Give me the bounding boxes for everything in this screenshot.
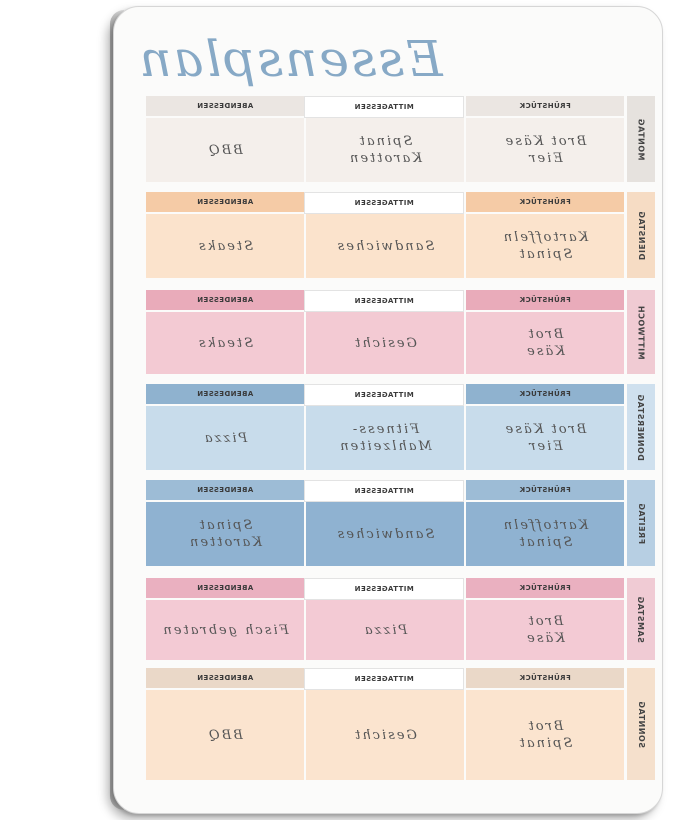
- header-breakfast: FRÜHSTÜCK: [466, 668, 624, 688]
- day-row-dienstag: DIENSTAG FRÜHSTÜCK Kartoffeln Spinat MITTAGE…: [0, 192, 680, 278]
- header-dinner: ABENDESSEN: [146, 668, 304, 688]
- day-row-freitag: FREITAG FRÜHSTÜCK Kartoffeln Spinat MITTAGES…: [0, 480, 680, 566]
- meal-text: Eier: [527, 151, 563, 166]
- day-label: SAMSTAG: [627, 578, 655, 660]
- day-row-samstag: SAMSTAG FRÜHSTÜCK Brot Käse MITTAGESSEN Pizza…: [0, 578, 680, 660]
- header-lunch: MITTAGESSEN: [304, 668, 464, 690]
- meal-text: Steaks: [196, 238, 254, 254]
- meal-text: BBQ: [207, 727, 243, 743]
- day-row-mittwoch: MITTWOCH FRÜHSTÜCK Brot Käse MITTAGESSEN Gesi…: [0, 290, 680, 374]
- meal-text: Spinat: [517, 247, 573, 262]
- meal-cell-dinner[interactable]: BBQ: [146, 690, 304, 780]
- meal-text: Brot: [526, 327, 564, 342]
- header-lunch: MITTAGESSEN: [304, 480, 464, 502]
- meal-text: Sandwiches: [335, 238, 435, 254]
- day-name: DONNERSTAG: [636, 393, 646, 461]
- meal-cell-breakfast[interactable]: Kartoffeln Spinat: [466, 502, 624, 566]
- meal-cell-lunch[interactable]: Spinat Karotten: [306, 118, 464, 182]
- header-dinner: ABENDESSEN: [146, 480, 304, 500]
- meal-text: Fitness-: [350, 422, 420, 437]
- header-breakfast: FRÜHSTÜCK: [466, 290, 624, 310]
- header-dinner: ABENDESSEN: [146, 192, 304, 212]
- day-name: MONTAG: [636, 117, 646, 161]
- meal-text: Brot: [526, 719, 564, 734]
- meal-cell-breakfast[interactable]: Brot Käse: [466, 600, 624, 660]
- day-name: SONNTAG: [636, 700, 646, 748]
- header-breakfast: FRÜHSTÜCK: [466, 192, 624, 212]
- meal-text: Mahlzeiten: [338, 439, 432, 454]
- meal-text: Pizza: [202, 430, 248, 446]
- day-label: MONTAG: [627, 96, 655, 182]
- meal-cell-breakfast[interactable]: Brot Spinat: [466, 690, 624, 780]
- header-lunch: MITTAGESSEN: [304, 290, 464, 312]
- meal-cell-dinner[interactable]: Steaks: [146, 214, 304, 278]
- header-breakfast: FRÜHSTÜCK: [466, 384, 624, 404]
- meal-cell-lunch[interactable]: Gesicht: [306, 690, 464, 780]
- meal-text: Fisch gebraten: [161, 622, 289, 638]
- day-label: MITTWOCH: [627, 290, 655, 374]
- meal-text: Spinat: [357, 134, 413, 149]
- meal-cell-dinner[interactable]: BBQ: [146, 118, 304, 182]
- day-name: MITTWOCH: [636, 304, 646, 360]
- meal-cell-lunch[interactable]: Sandwiches: [306, 214, 464, 278]
- meal-text: Käse: [525, 631, 565, 646]
- meal-text: Spinat: [517, 535, 573, 550]
- header-lunch: MITTAGESSEN: [304, 384, 464, 406]
- day-row-montag: MONTAG FRÜHSTÜCK Brot Käse Eier MITTAGESSEN S…: [0, 96, 680, 182]
- meal-text: Kartoffeln: [501, 518, 589, 533]
- header-dinner: ABENDESSEN: [146, 578, 304, 598]
- meal-cell-lunch[interactable]: Gesicht: [306, 312, 464, 374]
- header-breakfast: FRÜHSTÜCK: [466, 96, 624, 116]
- header-breakfast: FRÜHSTÜCK: [466, 578, 624, 598]
- day-name: DIENSTAG: [636, 210, 646, 260]
- header-lunch: MITTAGESSEN: [304, 96, 464, 118]
- meal-cell-breakfast[interactable]: Brot Käse Eier: [466, 406, 624, 470]
- day-row-donnerstag: DONNERSTAG FRÜHSTÜCK Brot Käse Eier MITTAGES…: [0, 384, 680, 470]
- header-lunch: MITTAGESSEN: [304, 578, 464, 600]
- meal-text: Spinat: [197, 518, 253, 533]
- meal-cell-breakfast[interactable]: Kartoffeln Spinat: [466, 214, 624, 278]
- meal-text: Käse: [525, 344, 565, 359]
- header-dinner: ABENDESSEN: [146, 96, 304, 116]
- meal-text: Brot Käse: [503, 134, 587, 149]
- meal-cell-breakfast[interactable]: Brot Käse Eier: [466, 118, 624, 182]
- meal-text: Steaks: [196, 335, 254, 351]
- meal-text: Brot: [526, 614, 564, 629]
- meal-cell-lunch[interactable]: Fitness- Mahlzeiten: [306, 406, 464, 470]
- day-label: SONNTAG: [627, 668, 655, 780]
- day-label: FREITAG: [627, 480, 655, 566]
- meal-cell-dinner[interactable]: Spinat Karotten: [146, 502, 304, 566]
- day-name: FREITAG: [636, 502, 646, 544]
- meal-cell-breakfast[interactable]: Brot Käse: [466, 312, 624, 374]
- meal-text: Kartoffeln: [501, 230, 589, 245]
- header-breakfast: FRÜHSTÜCK: [466, 480, 624, 500]
- day-label: DIENSTAG: [627, 192, 655, 278]
- meal-text: Gesicht: [353, 727, 417, 743]
- meal-cell-lunch[interactable]: Pizza: [306, 600, 464, 660]
- header-dinner: ABENDESSEN: [146, 290, 304, 310]
- meal-cell-dinner[interactable]: Steaks: [146, 312, 304, 374]
- meal-text: Pizza: [362, 622, 408, 638]
- day-row-sonntag: SONNTAG FRÜHSTÜCK Brot Spinat MITTAGESSEN Ges…: [0, 668, 680, 780]
- header-dinner: ABENDESSEN: [146, 384, 304, 404]
- day-name: SAMSTAG: [636, 595, 646, 643]
- meal-cell-dinner[interactable]: Fisch gebraten: [146, 600, 304, 660]
- meal-cell-dinner[interactable]: Pizza: [146, 406, 304, 470]
- meal-text: Spinat: [517, 736, 573, 751]
- meal-text: Karotten: [347, 151, 423, 166]
- meal-text: Brot Käse: [503, 422, 587, 437]
- meal-text: Sandwiches: [335, 526, 435, 542]
- day-label: DONNERSTAG: [627, 384, 655, 470]
- meal-text: Gesicht: [353, 335, 417, 351]
- meal-text: Karotten: [187, 535, 263, 550]
- meal-text: Eier: [527, 439, 563, 454]
- header-lunch: MITTAGESSEN: [304, 192, 464, 214]
- meal-cell-lunch[interactable]: Sandwiches: [306, 502, 464, 566]
- meal-text: BBQ: [207, 142, 243, 158]
- page-title: Essensplan: [137, 30, 443, 88]
